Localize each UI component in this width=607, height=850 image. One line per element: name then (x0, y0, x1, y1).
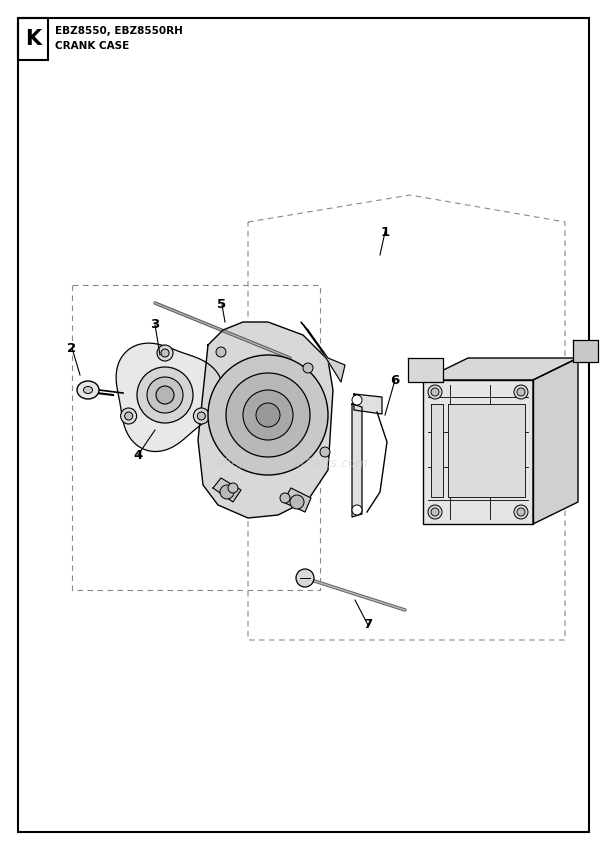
Polygon shape (423, 358, 578, 380)
Text: CRANK CASE: CRANK CASE (55, 41, 129, 51)
Polygon shape (116, 343, 223, 451)
Circle shape (197, 412, 205, 420)
Circle shape (303, 363, 313, 373)
Text: 1: 1 (381, 225, 390, 239)
Circle shape (147, 377, 183, 413)
Polygon shape (301, 322, 345, 382)
Circle shape (208, 355, 328, 475)
Circle shape (124, 412, 132, 420)
Circle shape (228, 483, 238, 493)
Polygon shape (533, 358, 578, 524)
Polygon shape (283, 488, 311, 512)
Polygon shape (573, 340, 598, 362)
Text: 5: 5 (217, 298, 226, 311)
Circle shape (514, 385, 528, 399)
Circle shape (243, 390, 293, 440)
Text: 2: 2 (67, 342, 76, 354)
Text: eReplacementParts.com: eReplacementParts.com (215, 456, 368, 470)
Polygon shape (431, 404, 443, 497)
Text: EBZ8550, EBZ8550RH: EBZ8550, EBZ8550RH (55, 26, 183, 36)
Bar (18, 18, 48, 60)
Text: 6: 6 (390, 373, 399, 387)
Polygon shape (448, 404, 525, 497)
Text: 4: 4 (134, 449, 143, 462)
Text: 3: 3 (151, 319, 160, 332)
Circle shape (517, 388, 525, 396)
Circle shape (216, 347, 226, 357)
Circle shape (320, 447, 330, 457)
Circle shape (194, 408, 209, 424)
Text: 7: 7 (364, 619, 373, 632)
Polygon shape (354, 394, 382, 414)
Circle shape (431, 388, 439, 396)
Polygon shape (423, 380, 533, 524)
Circle shape (280, 493, 290, 503)
Ellipse shape (84, 387, 92, 394)
Polygon shape (198, 322, 333, 518)
Circle shape (157, 345, 173, 361)
Circle shape (161, 349, 169, 357)
Circle shape (256, 403, 280, 427)
Text: K: K (25, 29, 41, 49)
Polygon shape (213, 478, 241, 502)
Circle shape (352, 395, 362, 405)
Ellipse shape (77, 381, 99, 399)
Circle shape (352, 505, 362, 515)
Polygon shape (408, 358, 443, 382)
Circle shape (428, 385, 442, 399)
Circle shape (156, 386, 174, 404)
Circle shape (220, 485, 234, 499)
Circle shape (226, 373, 310, 457)
Circle shape (428, 505, 442, 519)
Circle shape (290, 495, 304, 509)
Polygon shape (352, 404, 362, 517)
Circle shape (137, 367, 193, 423)
Circle shape (121, 408, 137, 424)
Circle shape (514, 505, 528, 519)
Circle shape (517, 508, 525, 516)
Circle shape (296, 569, 314, 587)
Circle shape (431, 508, 439, 516)
